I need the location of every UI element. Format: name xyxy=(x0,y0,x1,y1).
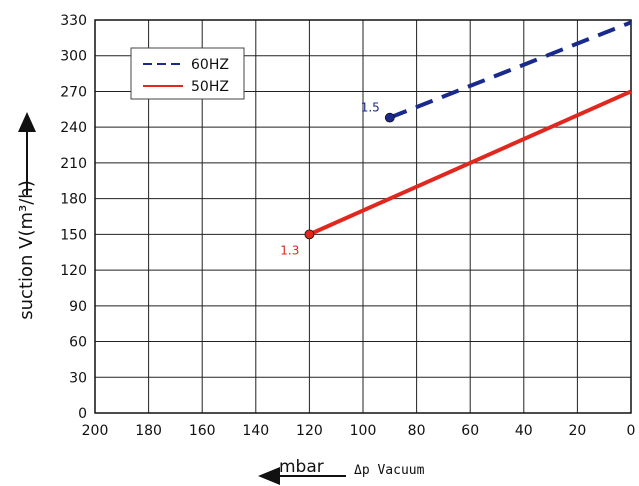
data-label-60hz: 1.5 xyxy=(361,101,380,115)
data-point-60hz xyxy=(384,112,395,123)
y-tick-label: 300 xyxy=(60,49,87,65)
x-tick-label: 160 xyxy=(189,423,216,439)
x-axis-arrow xyxy=(258,467,346,485)
data-point-50hz xyxy=(304,229,315,240)
legend: 60HZ 50HZ xyxy=(130,47,245,100)
x-tick-label: 200 xyxy=(82,423,109,439)
series-line-60hz xyxy=(389,20,632,120)
x-axis-unit: mbar xyxy=(279,457,324,477)
x-tick-label: 80 xyxy=(408,423,426,439)
y-tick-label: 270 xyxy=(60,84,87,100)
y-tick-label: 120 xyxy=(60,263,87,279)
y-axis-label: suction V(m³/h) xyxy=(16,180,37,319)
x-tick-label: 120 xyxy=(296,423,323,439)
y-tick-label: 150 xyxy=(60,227,87,243)
y-axis-ticks: 0 30 60 90 120 150 180 210 240 270 300 330 xyxy=(60,13,87,422)
y-tick-label: 60 xyxy=(69,335,87,351)
legend-box xyxy=(130,47,245,100)
y-tick-label: 240 xyxy=(60,120,87,136)
y-tick-label: 0 xyxy=(78,406,87,422)
x-tick-label: 180 xyxy=(135,423,162,439)
legend-label-50hz: 50HZ xyxy=(191,79,229,95)
x-axis-ticks: 200 180 160 140 120 100 80 60 40 20 0 xyxy=(82,423,636,439)
x-axis-label: Δp Vacuum xyxy=(354,463,425,478)
y-tick-label: 30 xyxy=(69,370,87,386)
plot-frame xyxy=(94,19,632,414)
x-tick-label: 40 xyxy=(515,423,533,439)
series-lines: 1.5 1.3 xyxy=(280,20,632,257)
x-tick-label: 20 xyxy=(568,423,586,439)
grid xyxy=(94,19,632,414)
y-tick-label: 330 xyxy=(60,13,87,29)
legend-label-60hz: 60HZ xyxy=(191,57,229,73)
x-tick-label: 0 xyxy=(627,423,636,439)
y-axis-arrow xyxy=(18,112,36,195)
data-label-50hz: 1.3 xyxy=(280,243,299,257)
x-tick-label: 60 xyxy=(461,423,479,439)
y-tick-label: 210 xyxy=(60,156,87,172)
x-tick-label: 140 xyxy=(242,423,269,439)
y-tick-label: 180 xyxy=(60,192,87,208)
x-tick-label: 100 xyxy=(350,423,377,439)
y-tick-label: 90 xyxy=(69,299,87,315)
series-line-50hz xyxy=(308,89,632,237)
